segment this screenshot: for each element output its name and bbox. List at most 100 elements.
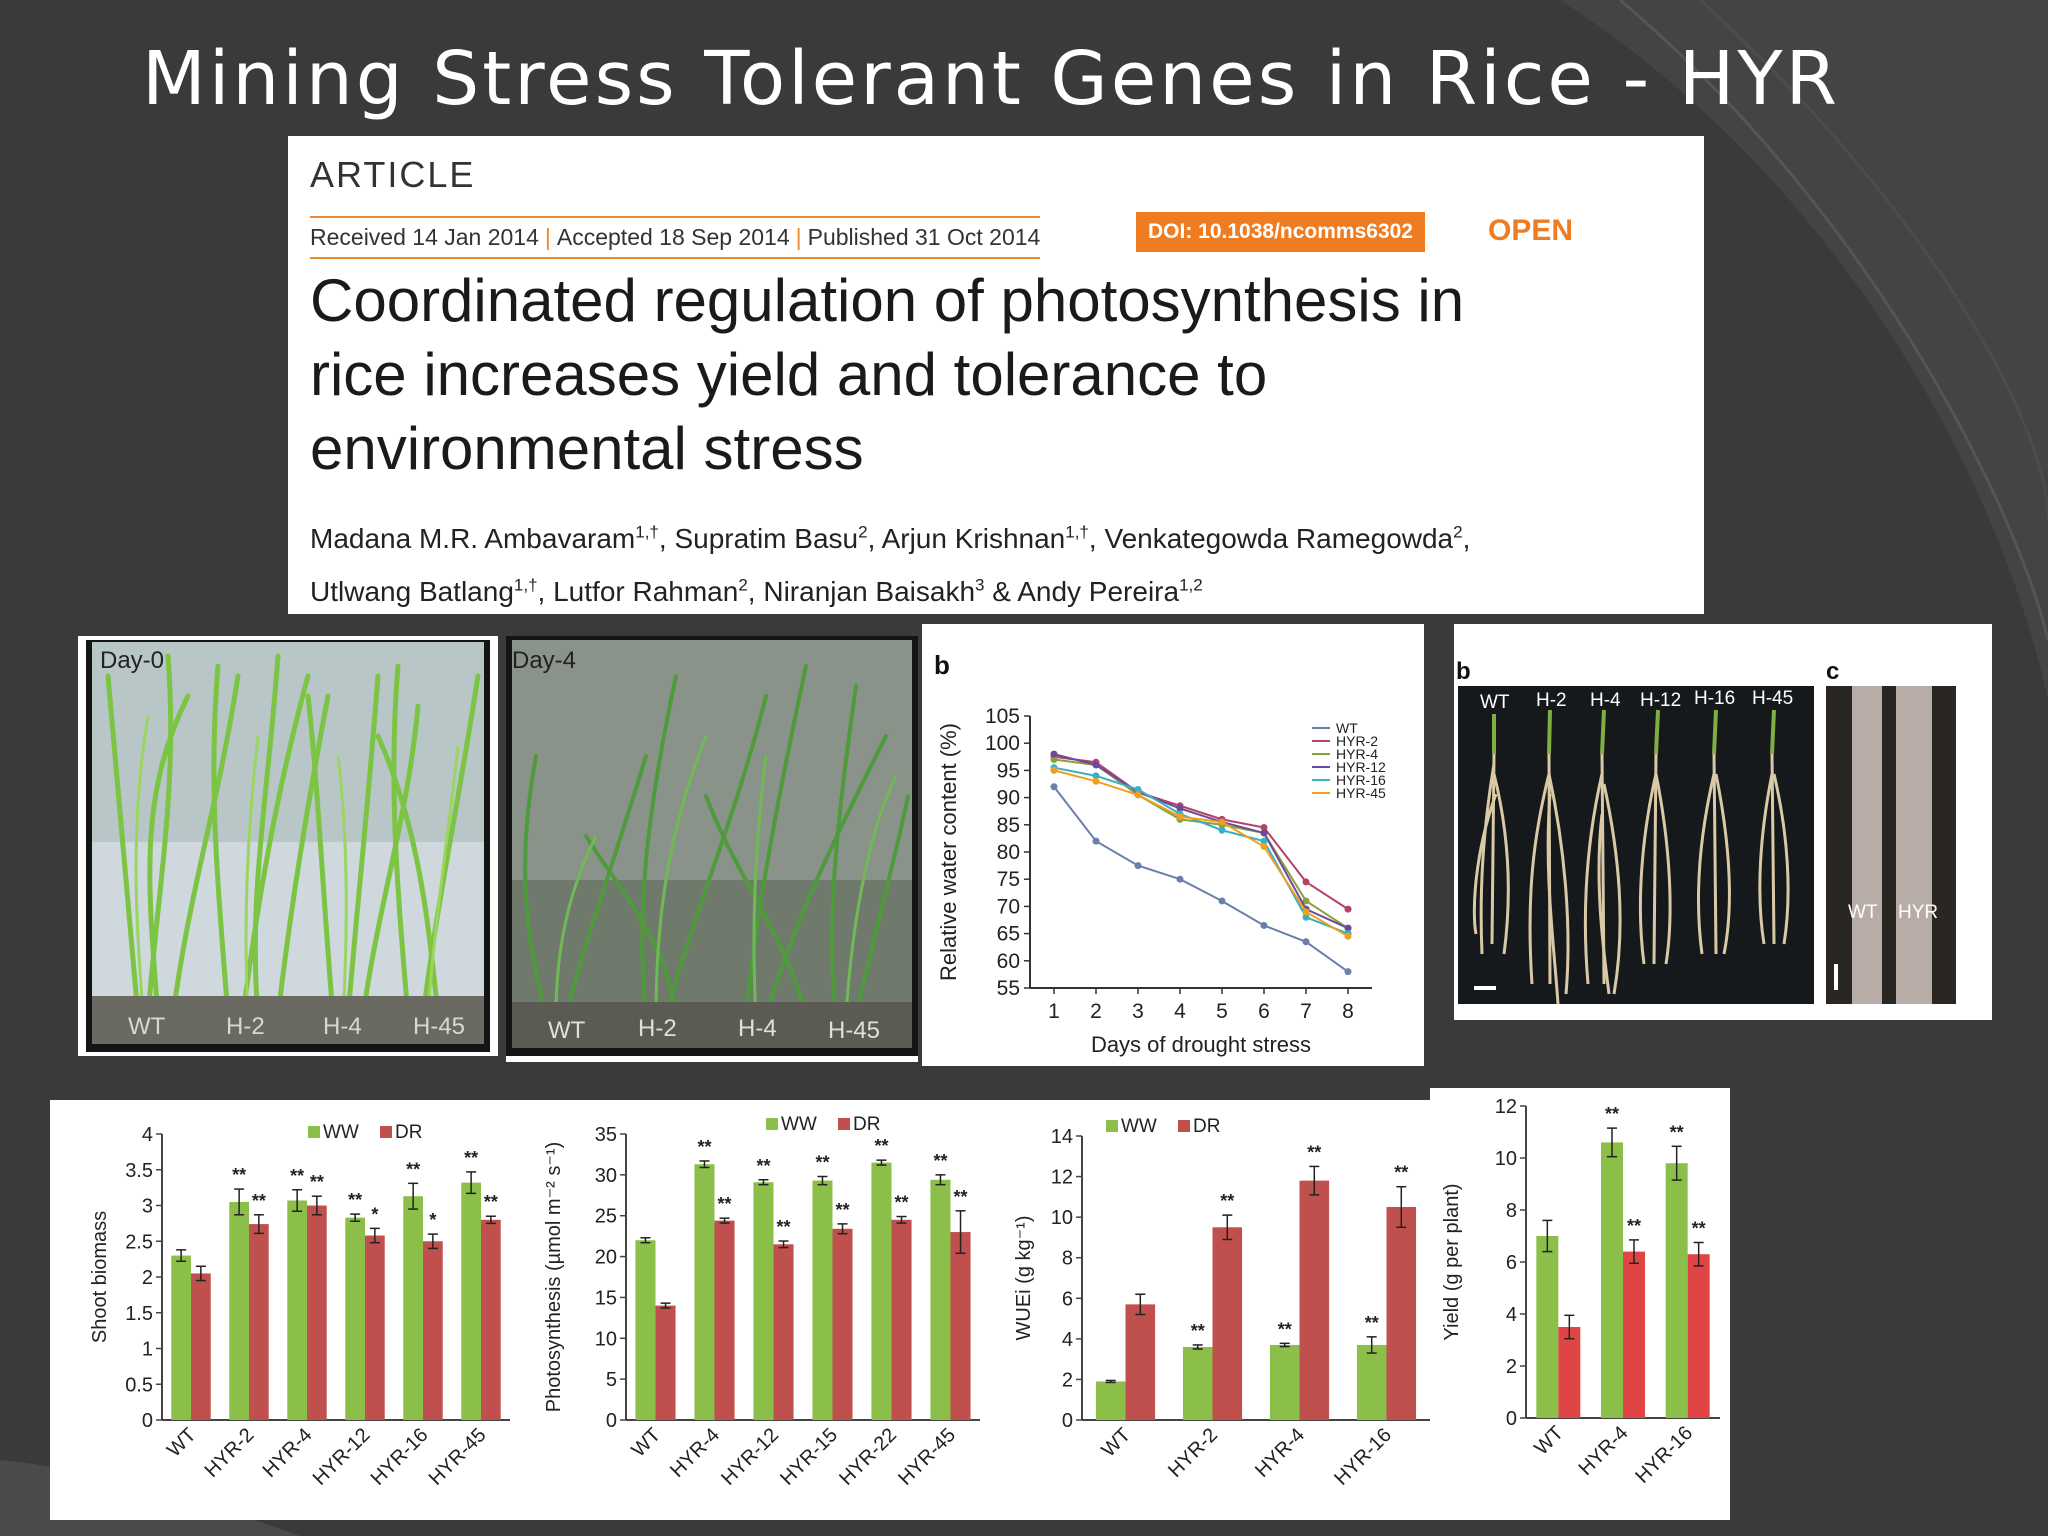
x-tick-label: 8 xyxy=(1342,1000,1354,1023)
bar xyxy=(229,1201,249,1420)
data-point xyxy=(1134,785,1142,793)
photo-label: WT xyxy=(128,1013,166,1040)
significance-mark: ** xyxy=(1278,1319,1292,1339)
bar xyxy=(871,1162,892,1420)
series-line xyxy=(1053,786,1349,973)
day4-rice-photo: Day-4 WT H-2 H-4 H-45 xyxy=(506,636,918,1056)
y-tick-label: 3.5 xyxy=(125,1160,153,1182)
legend-swatch xyxy=(1106,1120,1118,1132)
bar xyxy=(365,1235,385,1420)
photosynthesis-chart: 0 5 10 15 20 25 30 35 Photosynthesis (µmol m⁻² s… xyxy=(543,1114,980,1490)
data-point xyxy=(1344,905,1352,913)
bar xyxy=(1601,1142,1623,1418)
y-tick-label: 1.5 xyxy=(125,1303,153,1325)
day4-photo-panel: Day-4 WT H-2 H-4 H-45 xyxy=(506,636,918,1062)
significance-mark: ** xyxy=(1692,1219,1706,1239)
y-tick-label: 8 xyxy=(1506,1200,1517,1222)
y-tick-label: 85 xyxy=(997,814,1020,837)
x-tick-label: 5 xyxy=(1216,1000,1228,1023)
doi-badge[interactable]: DOI: 10.1038/ncomms6302 xyxy=(1136,212,1425,252)
author: Venkategowda Ramegowda2, xyxy=(1104,523,1471,555)
bar xyxy=(1623,1251,1645,1418)
data-point xyxy=(1050,750,1058,758)
photo-label: H-45 xyxy=(828,1017,880,1044)
y-tick-label: 25 xyxy=(595,1206,617,1228)
significance-mark: ** xyxy=(815,1152,829,1172)
bar xyxy=(1536,1236,1559,1418)
root-label: H-16 xyxy=(1694,688,1735,709)
y-tick-label: 10 xyxy=(595,1328,617,1350)
day0-photo-panel: Day-0 WT H-2 H-4 H-45 xyxy=(78,636,498,1056)
legend-label: DR xyxy=(1193,1116,1220,1137)
y-tick-label: 20 xyxy=(595,1247,617,1269)
y-tick-label: 100 xyxy=(985,732,1020,755)
photo-label: WT xyxy=(548,1017,586,1044)
bar xyxy=(773,1244,794,1420)
data-point xyxy=(1134,791,1142,799)
series-line xyxy=(1053,769,1349,938)
x-tick-label: HYR-4 xyxy=(1251,1424,1309,1482)
bar xyxy=(812,1180,833,1420)
y-tick-label: 105 xyxy=(985,705,1020,728)
slide-title: Mining Stress Tolerant Genes in Rice - H… xyxy=(142,36,1840,122)
bar xyxy=(345,1217,365,1420)
data-point xyxy=(1218,818,1226,826)
bar-charts-panel: 0 0.5 1 1.5 2 2.5 3 3.5 4 Shoot biomass WT ** ** HYR-… xyxy=(50,1100,1460,1520)
significance-mark: ** xyxy=(697,1137,711,1157)
legend-label: DR xyxy=(853,1114,880,1135)
significance-mark: ** xyxy=(954,1187,968,1207)
root-label: HYR xyxy=(1898,902,1938,923)
y-tick-label: 14 xyxy=(1051,1126,1073,1148)
legend-label: WW xyxy=(323,1122,359,1143)
y-tick-label: 0 xyxy=(606,1410,617,1432)
legend-swatch xyxy=(766,1118,778,1130)
significance-mark: * xyxy=(429,1210,436,1230)
data-point xyxy=(1302,913,1310,921)
x-tick-label: HYR-4 xyxy=(259,1424,317,1482)
bar xyxy=(1212,1227,1243,1420)
data-point xyxy=(1344,924,1352,932)
legend-swatch xyxy=(380,1126,392,1138)
data-point xyxy=(1302,878,1310,886)
accepted-date: Accepted 18 Sep 2014 xyxy=(556,224,790,250)
bar xyxy=(191,1273,211,1420)
bar xyxy=(1182,1346,1213,1420)
bar xyxy=(655,1305,676,1420)
significance-mark: ** xyxy=(484,1192,498,1212)
x-tick-label: 7 xyxy=(1300,1000,1312,1023)
data-point xyxy=(1302,938,1310,946)
author: Madana M.R. Ambavaram1,†, xyxy=(310,523,675,555)
y-tick-label: 60 xyxy=(997,950,1020,973)
bar xyxy=(694,1164,715,1420)
root-label: WT xyxy=(1848,902,1878,923)
legend-label: HYR-2 xyxy=(1336,733,1378,749)
significance-mark: ** xyxy=(933,1151,947,1171)
x-tick-label: WT xyxy=(163,1424,201,1462)
bar xyxy=(287,1200,307,1420)
author: Niranjan Baisakh3 & xyxy=(763,575,1018,607)
bar xyxy=(1687,1254,1710,1418)
photo-tag: Day-0 xyxy=(100,647,164,674)
data-point xyxy=(1260,843,1268,851)
x-tick-label: HYR-16 xyxy=(1330,1424,1396,1490)
bar xyxy=(307,1205,327,1420)
data-point xyxy=(1050,756,1058,764)
date-separator: | xyxy=(795,224,802,250)
author-list: Madana M.R. Ambavaram1,†, Supratim Basu2… xyxy=(310,510,1690,615)
significance-mark: ** xyxy=(310,1172,324,1192)
legend-swatch xyxy=(838,1118,850,1130)
photo-label: H-2 xyxy=(226,1013,265,1040)
data-point xyxy=(1218,826,1226,834)
x-tick-label: HYR-4 xyxy=(666,1424,724,1482)
series-line xyxy=(1053,755,1349,910)
y-tick-label: 2 xyxy=(1062,1369,1073,1391)
significance-mark: ** xyxy=(756,1156,770,1176)
received-date: Received 14 Jan 2014 xyxy=(310,224,539,250)
legend-label: HYR-45 xyxy=(1336,785,1386,801)
article-title: Coordinated regulation of photosynthesis… xyxy=(310,267,1465,482)
y-tick-label: 0 xyxy=(1062,1410,1073,1432)
panel-label: b xyxy=(934,650,950,680)
photo-label: H-4 xyxy=(738,1015,777,1042)
significance-mark: ** xyxy=(1627,1216,1641,1236)
x-tick-label: HYR-4 xyxy=(1575,1422,1633,1480)
